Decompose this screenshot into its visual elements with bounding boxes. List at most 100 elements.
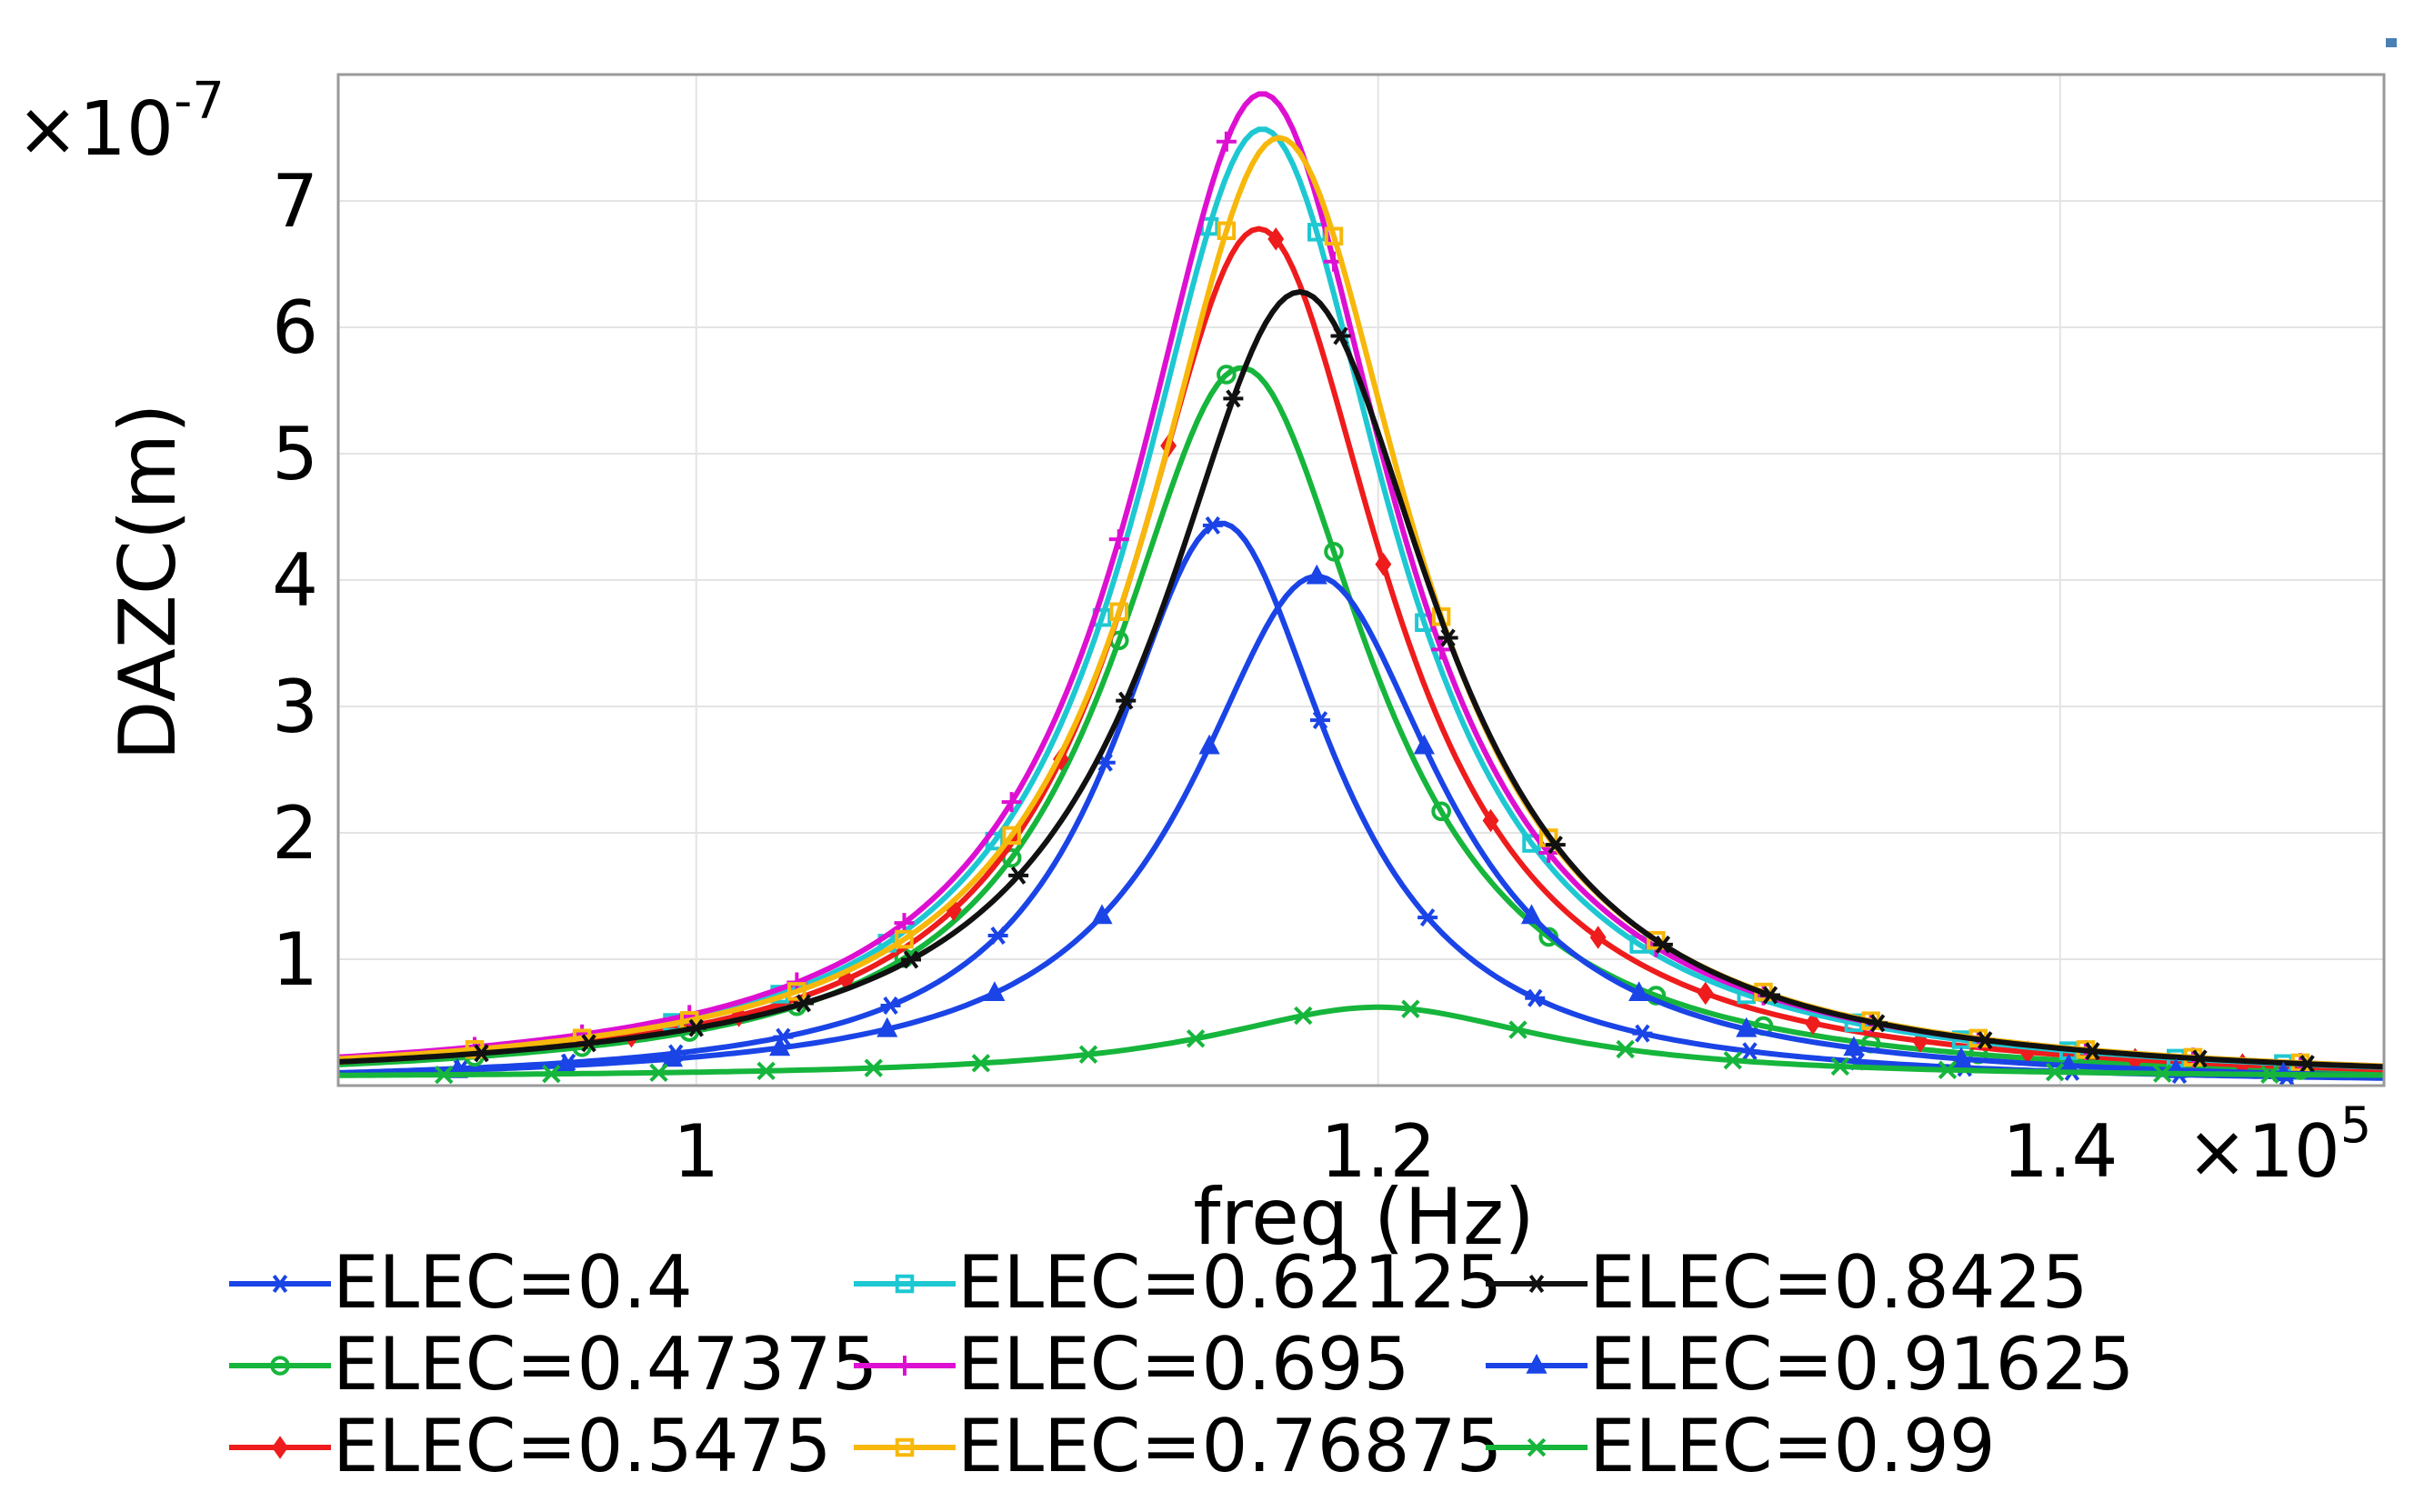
legend-entry: ELEC=0.4	[229, 1240, 693, 1325]
y-tick-label: 3	[272, 665, 318, 749]
data-point	[1508, 1020, 1528, 1039]
y-tick-label: 5	[272, 412, 318, 496]
legend-label: ELEC=0.4	[333, 1240, 693, 1325]
data-point	[2297, 1055, 2318, 1074]
data-point	[1306, 564, 1327, 585]
data-point	[1217, 365, 1237, 385]
legend-marker	[270, 1275, 290, 1293]
data-point	[1223, 389, 1244, 408]
data-point	[1616, 1039, 1635, 1059]
data-point	[1310, 711, 1330, 730]
data-point	[1417, 908, 1438, 927]
x-tick-label: 1.4	[2002, 1109, 2118, 1194]
data-point	[756, 1061, 776, 1081]
legend-entry: ELEC=0.47375	[229, 1322, 877, 1407]
series-line	[337, 289, 2385, 1070]
data-point	[2189, 1049, 2210, 1068]
data-point	[1736, 1016, 1758, 1037]
data-point	[578, 1034, 599, 1053]
legend-entry: ELEC=0.8425	[1486, 1240, 2088, 1325]
series-ELEC=0.8425	[337, 289, 2385, 1074]
data-point	[1632, 1024, 1653, 1043]
y-tick-label: 2	[272, 791, 318, 876]
legend-marker	[1527, 1437, 1547, 1457]
series-line	[337, 1004, 2385, 1078]
y-tick-label: 1	[272, 917, 318, 1002]
data-point	[1520, 904, 1543, 925]
data-point	[987, 926, 1008, 946]
data-point	[2260, 1065, 2279, 1084]
data-point	[1216, 131, 1237, 152]
data-point	[2045, 1062, 2065, 1082]
data-point	[864, 1058, 883, 1077]
data-point	[2153, 1064, 2172, 1083]
x-multiplier: ×105	[2187, 1096, 2371, 1194]
series-line	[337, 574, 2385, 1078]
data-point	[1950, 1046, 1972, 1067]
data-point	[1001, 792, 1022, 813]
legend-marker	[272, 1436, 288, 1459]
legend-label: ELEC=0.695	[957, 1322, 1410, 1407]
data-point	[1652, 935, 1673, 954]
data-point	[1482, 808, 1499, 833]
legend-label: ELEC=0.62125	[957, 1240, 1502, 1325]
data-point	[793, 994, 814, 1013]
data-point	[1008, 866, 1029, 885]
data-point	[901, 950, 921, 969]
data-point	[1697, 981, 1714, 1006]
data-point	[787, 982, 806, 1001]
x-tick-label: 1	[673, 1109, 719, 1194]
legend-entry: ELEC=0.91625	[1486, 1322, 2134, 1407]
y-tick-label: 4	[272, 538, 318, 623]
y-multiplier: ×10-7	[16, 72, 225, 173]
legend-label: ELEC=0.76875	[957, 1404, 1502, 1488]
data-point	[435, 1065, 454, 1085]
data-point	[1198, 734, 1220, 755]
data-point	[1628, 981, 1650, 1002]
data-point	[1431, 639, 1452, 660]
data-point	[1091, 904, 1113, 925]
data-point	[1437, 628, 1458, 647]
legend-entry: ELEC=0.99	[1486, 1404, 1996, 1488]
legend-label: ELEC=0.91625	[1589, 1322, 2134, 1407]
data-point	[1739, 1042, 1760, 1061]
legend-entry: ELEC=0.76875	[854, 1404, 1502, 1488]
legend-label: ELEC=0.8425	[1589, 1240, 2088, 1325]
data-point	[1324, 541, 1344, 562]
data-point	[1830, 1056, 1850, 1076]
data-point	[1912, 1029, 1928, 1053]
data-point	[1267, 227, 1285, 251]
data-point	[661, 1046, 684, 1067]
data-point	[1401, 999, 1420, 1018]
y-tick-label: 6	[272, 285, 318, 370]
data-point	[769, 1036, 791, 1056]
legend-marker	[895, 1274, 915, 1294]
legend-marker	[270, 1356, 290, 1376]
data-point	[1108, 529, 1129, 550]
data-point	[894, 913, 915, 934]
data-point	[1078, 1045, 1098, 1064]
legend-entry: ELEC=0.62125	[854, 1240, 1502, 1325]
data-point	[1413, 734, 1435, 755]
data-point	[971, 1054, 991, 1073]
data-point	[2082, 1042, 2103, 1061]
data-point	[1294, 1006, 1313, 1026]
data-point	[1647, 931, 1666, 950]
data-point	[471, 1044, 492, 1063]
data-point	[1002, 826, 1021, 846]
data-point	[1330, 326, 1351, 345]
legend-marker	[1527, 1275, 1547, 1293]
data-point	[1804, 1011, 1821, 1036]
data-point	[984, 981, 1006, 1002]
y-tick-labels: 1 2 3 4 5 6 7	[272, 159, 318, 1002]
data-point	[1589, 926, 1607, 949]
x-axis-title: freq (Hz)	[1193, 1172, 1535, 1263]
data-point	[1186, 1029, 1206, 1048]
legend-label: ELEC=0.99	[1589, 1404, 1996, 1488]
data-point	[1525, 988, 1546, 1007]
legend-label: ELEC=0.47375	[333, 1322, 877, 1407]
data-point	[1202, 516, 1223, 535]
data-point	[880, 996, 901, 1016]
